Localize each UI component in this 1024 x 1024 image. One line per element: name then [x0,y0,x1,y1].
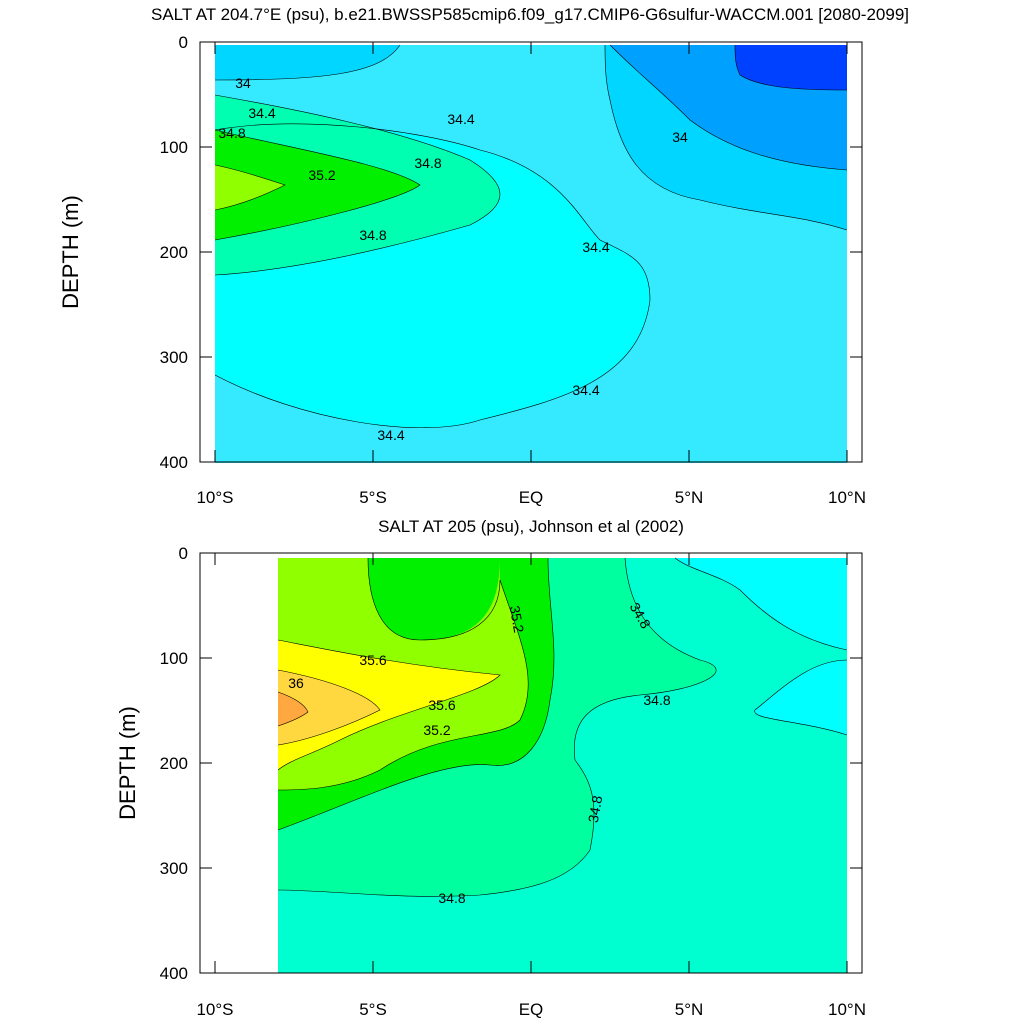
bottom-y-tick-label: 0 [179,544,188,563]
top-x-tick-label: 5°S [359,488,387,507]
bottom-contour-lines [277,557,848,897]
top-contour-label: 34 [235,75,251,91]
top-panel: SALT AT 204.7°E (psu), b.e21.BWSSP585cmi… [58,5,909,507]
top-contour-label: 35.2 [308,167,335,183]
top-fill-tongue-3560 [215,165,285,210]
bottom-fill-3720 [278,692,308,726]
top-contour-label: 34 [672,129,688,145]
bottom-x-tick-label: 10°S [196,1000,233,1019]
bottom-contour-line [277,557,529,791]
top-contour-label: 34.4 [248,105,275,121]
bottom-chart-title: SALT AT 205 (psu), Johnson et al (2002) [378,517,684,536]
bottom-x-tick-label: 5°S [359,1000,387,1019]
top-contour-lines [214,44,848,428]
bottom-contour-line [674,557,848,651]
top-contour-line [214,94,501,276]
bottom-contour-fills [278,558,847,973]
bottom-contour-labels: 35.2 35.6 36 35.6 35.2 34.8 34.8 34.8 34… [288,600,671,906]
top-contour-label: 34.4 [377,427,404,443]
top-y-axis: 0 100 200 300 400 DEPTH (m) [58,33,862,472]
top-fill-lightblue-nw [215,45,400,80]
bottom-contour-line [277,557,555,831]
top-x-tick-label: 5°N [675,488,704,507]
top-fill-darkblue-ne [735,45,847,90]
top-fill-tongue-3520 [215,130,420,240]
top-contour-label: 34.8 [414,155,441,171]
bottom-y-tick-label: 200 [160,754,188,773]
bottom-panel: SALT AT 205 (psu), Johnson et al (2002) … [115,517,866,1019]
top-y-axis-label: DEPTH (m) [58,195,83,309]
top-y-tick-label: 0 [179,33,188,52]
top-contour-line [214,164,286,211]
top-x-tick-label: 10°S [196,488,233,507]
top-contour-line [214,129,421,241]
top-contour-label: 34.8 [218,125,245,141]
bottom-contour-label: 35.2 [507,604,528,634]
bottom-contour-label: 34.8 [585,794,606,824]
top-chart-title: SALT AT 204.7°E (psu), b.e21.BWSSP585cmi… [151,5,909,24]
top-x-tick-label: 10°N [828,488,866,507]
bottom-x-tick-label: 5°N [675,1000,704,1019]
bottom-contour-line [277,639,501,771]
top-x-axis: 10°S 5°S EQ 5°N 10°N [196,42,866,507]
top-y-tick-label: 400 [160,453,188,472]
bottom-fill-ne-cyan [675,558,847,650]
top-contour-line [604,44,848,231]
bottom-contour-label: 35.2 [423,722,450,738]
top-contour-fills [215,45,847,463]
bottom-fill-3640 [278,640,500,770]
top-contour-label: 34.4 [447,111,474,127]
top-contour-label: 34.8 [359,227,386,243]
bottom-contour-line [277,557,717,897]
bottom-contour-label: 36 [288,675,304,691]
top-x-tick-label: EQ [519,488,544,507]
top-y-tick-label: 100 [160,138,188,157]
bottom-contour-line [754,659,848,736]
bottom-y-tick-label: 100 [160,649,188,668]
bottom-y-axis: 0 100 200 300 400 DEPTH (m) [115,544,862,983]
bottom-x-tick-label: 10°N [828,1000,866,1019]
top-contour-label: 34.4 [572,382,599,398]
top-contour-line [214,44,401,81]
bottom-x-axis: 10°S 5°S EQ 5°N 10°N [196,553,866,1019]
bottom-contour-line [277,669,381,746]
bottom-fill-3680 [278,670,380,745]
bottom-fill-ne-cyan2 [754,660,847,735]
bottom-y-axis-label: DEPTH (m) [115,706,140,820]
bottom-contour-line [277,691,309,727]
top-y-tick-label: 300 [160,348,188,367]
bottom-contour-label: 35.6 [359,652,386,668]
bottom-contour-label: 35.6 [428,697,455,713]
top-contour-line [214,123,651,428]
top-contour-line [734,44,848,91]
bottom-y-tick-label: 400 [160,964,188,983]
top-contour-labels: 34 34.4 34.8 34.8 35.2 34.4 34 34.8 34.4… [218,75,688,443]
bottom-x-tick-label: EQ [519,1000,544,1019]
top-contour-line [609,44,848,171]
bottom-contour-label: 34.8 [438,890,465,906]
top-y-tick-label: 200 [160,243,188,262]
top-contour-label: 34.4 [582,239,609,255]
bottom-contour-label: 34.8 [643,692,670,708]
bottom-y-tick-label: 300 [160,859,188,878]
